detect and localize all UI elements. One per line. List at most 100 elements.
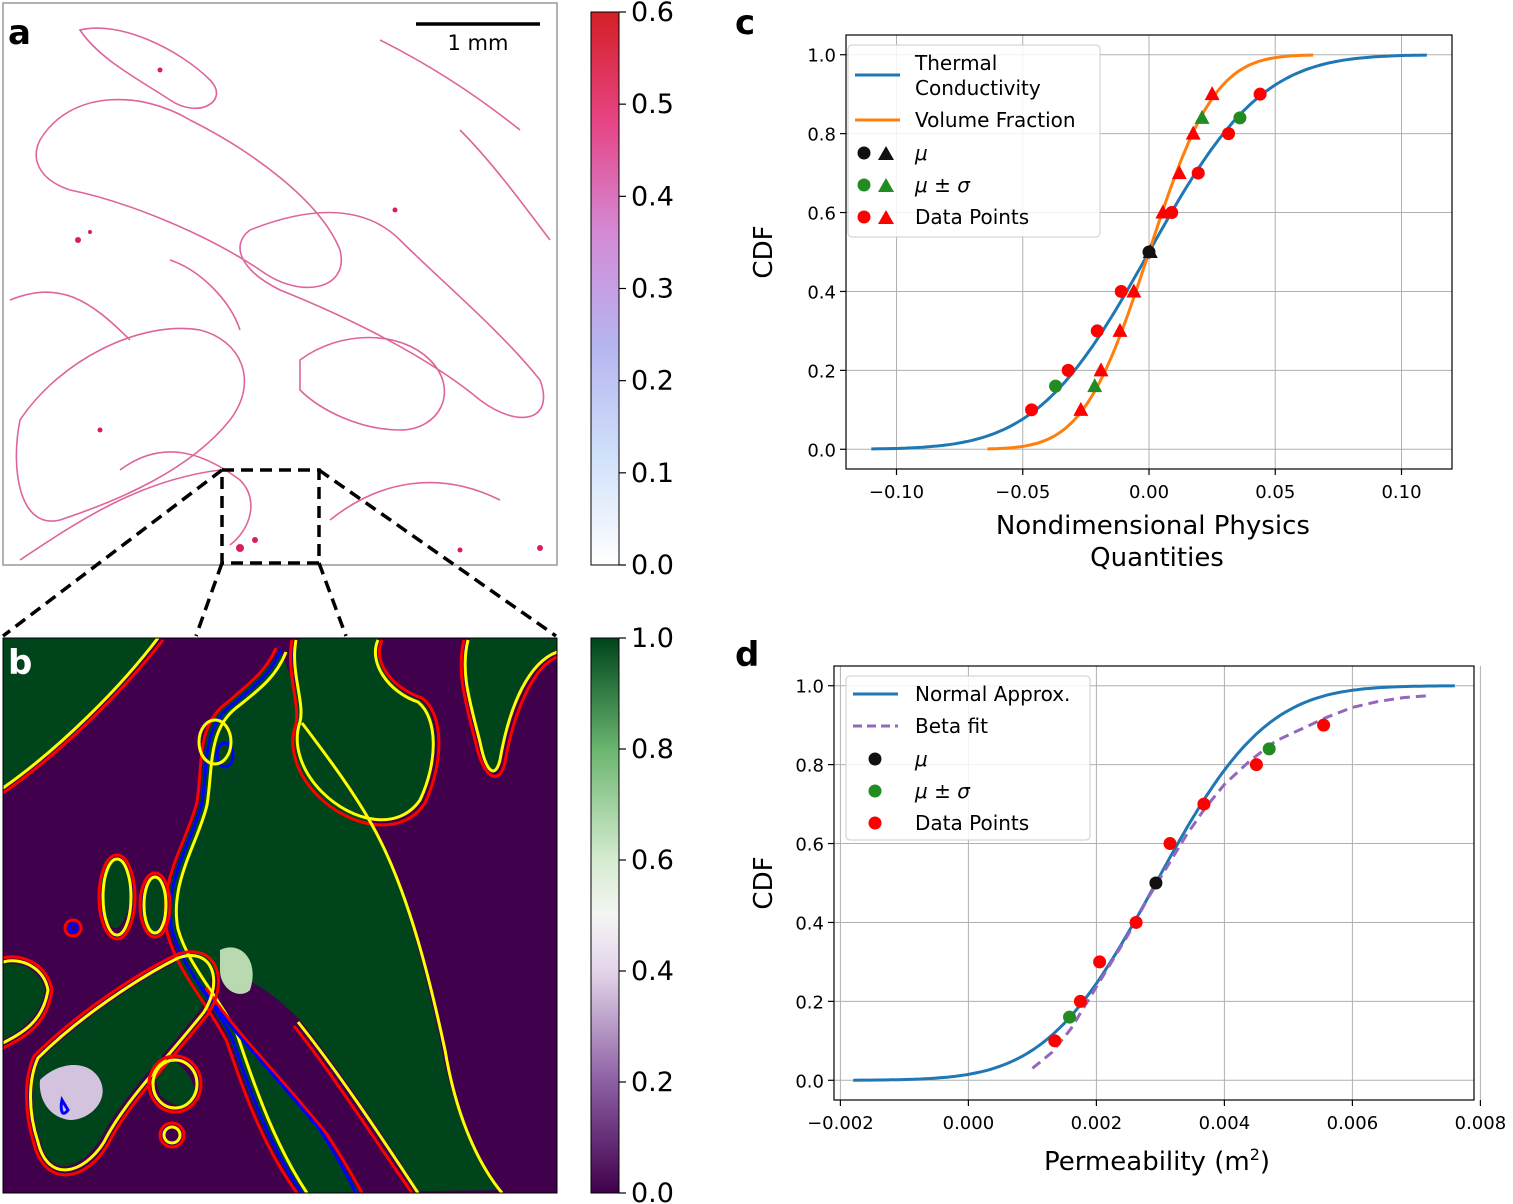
colorbar-tick-label: 0.4 xyxy=(631,181,674,212)
colorbar-tick-label: 0.6 xyxy=(631,0,674,28)
chart-d-ticks: −0.002 0.000 0.002 0.004 0.006 0.008 0.0 0.2 0.4… xyxy=(795,677,1506,1134)
x-tick-label: 0.05 xyxy=(1255,482,1295,503)
chart-d-points xyxy=(1048,718,1331,1048)
legend-d-musigma-label: μ ± σ xyxy=(914,779,971,803)
legend-d-data-label: Data Points xyxy=(915,811,1029,835)
data-point-triangle xyxy=(1112,322,1128,337)
y-tick-label: 1.0 xyxy=(795,677,824,698)
data-point-circle xyxy=(1249,758,1263,772)
panel-label-d: d xyxy=(735,635,759,675)
data-point-circle xyxy=(1191,166,1205,180)
chart-d-legend: Normal Approx. Beta fit μ μ ± σ Data Poi… xyxy=(845,675,1091,841)
x-tick-label: 0.000 xyxy=(943,1113,995,1134)
chart-d-ylabel: CDF xyxy=(749,856,779,909)
data-point-circle xyxy=(1063,1010,1077,1024)
colorbar-tick-label: 0.1 xyxy=(631,458,674,489)
data-point-circle xyxy=(1025,403,1039,417)
x-tick-label: −0.10 xyxy=(869,482,924,503)
y-tick-label: 0.2 xyxy=(795,992,824,1013)
data-point-circle xyxy=(1197,797,1211,811)
legend-d-mu-label: μ xyxy=(914,747,928,771)
y-tick-label: 0.4 xyxy=(795,913,824,934)
data-point-triangle xyxy=(1142,244,1158,258)
data-point-circle xyxy=(1317,718,1331,732)
data-point-triangle xyxy=(1087,378,1103,393)
zoom-region-box xyxy=(220,468,321,565)
data-point-triangle xyxy=(1073,401,1089,416)
chart-d: d −0.002 0.000 0.002 0.004 0.006 0.008 0.0 0.2 0… xyxy=(735,635,1506,1177)
chart-c-xlabel: Nondimensional Physics Quantities xyxy=(996,511,1318,573)
colorbar-b-ticks: 0.0 0.2 0.4 0.6 0.8 1.0 xyxy=(619,623,674,1204)
panel-label-b: b xyxy=(8,643,32,683)
y-tick-label: 0.6 xyxy=(795,835,824,856)
legend-c-musigma-label: μ ± σ xyxy=(914,173,971,197)
micrograph-frame xyxy=(2,2,558,566)
data-point-triangle xyxy=(1155,204,1171,219)
colorbar-tick-label: 0.3 xyxy=(631,274,674,305)
colorbar-a xyxy=(590,11,620,566)
data-point-circle xyxy=(1093,955,1107,969)
data-point-triangle xyxy=(1126,283,1142,298)
data-point-triangle xyxy=(1204,86,1220,101)
x-tick-label: 0.10 xyxy=(1381,482,1421,503)
chart-c: c −0.10 −0.05 0.00 0.05 0.10 0.0 0.2 0.4 0.6 0.8 1… xyxy=(735,3,1453,573)
y-tick-label: 0.8 xyxy=(795,756,824,777)
scale-bar-label: 1 mm xyxy=(448,31,509,55)
field-map-frame xyxy=(2,637,558,1194)
zoom-connectors xyxy=(1,468,558,638)
y-tick-label: 0.6 xyxy=(807,204,836,225)
y-tick-label: 0.0 xyxy=(795,1071,824,1092)
chart-c-points xyxy=(1025,86,1267,417)
legend-c-thermal-label: Thermal Conductivity xyxy=(914,51,1041,100)
colorbar-tick-label: 0.8 xyxy=(631,734,674,765)
colorbar-tick-label: 0.6 xyxy=(631,845,674,876)
x-tick-label: 0.002 xyxy=(1071,1113,1123,1134)
data-point-circle xyxy=(1233,111,1247,125)
legend-c-data-label: Data Points xyxy=(915,205,1029,229)
x-tick-label: 0.006 xyxy=(1327,1113,1379,1134)
y-tick-label: 0.0 xyxy=(807,440,836,461)
colorbar-tick-label: 0.4 xyxy=(631,956,674,987)
panel-b: b 0.0 0.2 0.4 0.6 0.8 1.0 xyxy=(2,623,674,1204)
panel-a: 1 mm a 0.0 0.1 0.2 0.3 0.4 0.5 0.6 xyxy=(2,0,674,581)
y-tick-label: 0.2 xyxy=(807,361,836,382)
micrograph-hotspots xyxy=(75,67,543,553)
chart-c-legend: Thermal Conductivity Volume Fraction μ μ… xyxy=(847,44,1101,238)
legend-d-beta-label: Beta fit xyxy=(915,714,988,738)
colorbar-tick-label: 0.5 xyxy=(631,89,674,120)
data-point-circle xyxy=(1073,994,1087,1008)
colorbar-tick-label: 0.0 xyxy=(631,1178,674,1204)
data-point-circle xyxy=(1253,87,1267,101)
colorbar-b xyxy=(590,637,620,1194)
data-point-circle xyxy=(1114,284,1128,298)
data-point-circle xyxy=(1149,876,1163,890)
data-point-circle xyxy=(1222,127,1236,141)
data-point-triangle xyxy=(1194,109,1210,124)
panel-label-a: a xyxy=(8,13,31,53)
x-tick-label: 0.008 xyxy=(1455,1113,1507,1134)
y-tick-label: 0.4 xyxy=(807,282,836,303)
colorbar-tick-label: 1.0 xyxy=(631,623,674,654)
x-tick-label: 0.004 xyxy=(1199,1113,1251,1134)
y-tick-label: 1.0 xyxy=(807,46,836,67)
legend-d-normal-label: Normal Approx. xyxy=(915,682,1070,706)
field-map xyxy=(3,638,557,1193)
legend-c-volume-label: Volume Fraction xyxy=(915,108,1076,132)
curve-d-1 xyxy=(1031,694,1430,1070)
data-point-circle xyxy=(1163,837,1177,851)
colorbar-tick-label: 0.0 xyxy=(631,550,674,581)
y-tick-label: 0.8 xyxy=(807,125,836,146)
data-point-triangle xyxy=(1185,125,1201,140)
x-tick-label: −0.002 xyxy=(807,1113,874,1134)
data-point-circle xyxy=(1049,379,1063,393)
data-point-circle xyxy=(1048,1034,1062,1048)
panel-label-c: c xyxy=(735,3,755,43)
data-point-triangle xyxy=(1171,165,1187,180)
chart-d-xlabel: Permeability (m2) xyxy=(1044,1145,1270,1177)
x-tick-label: −0.05 xyxy=(995,482,1050,503)
chart-c-ticks: −0.10 −0.05 0.00 0.05 0.10 0.0 0.2 0.4 0.6 0.8 1.0 xyxy=(807,46,1421,503)
colorbar-a-ticks: 0.0 0.1 0.2 0.3 0.4 0.5 0.6 xyxy=(619,0,674,581)
micrograph-features xyxy=(9,27,551,561)
legend-c-mu-label: μ xyxy=(914,141,928,165)
